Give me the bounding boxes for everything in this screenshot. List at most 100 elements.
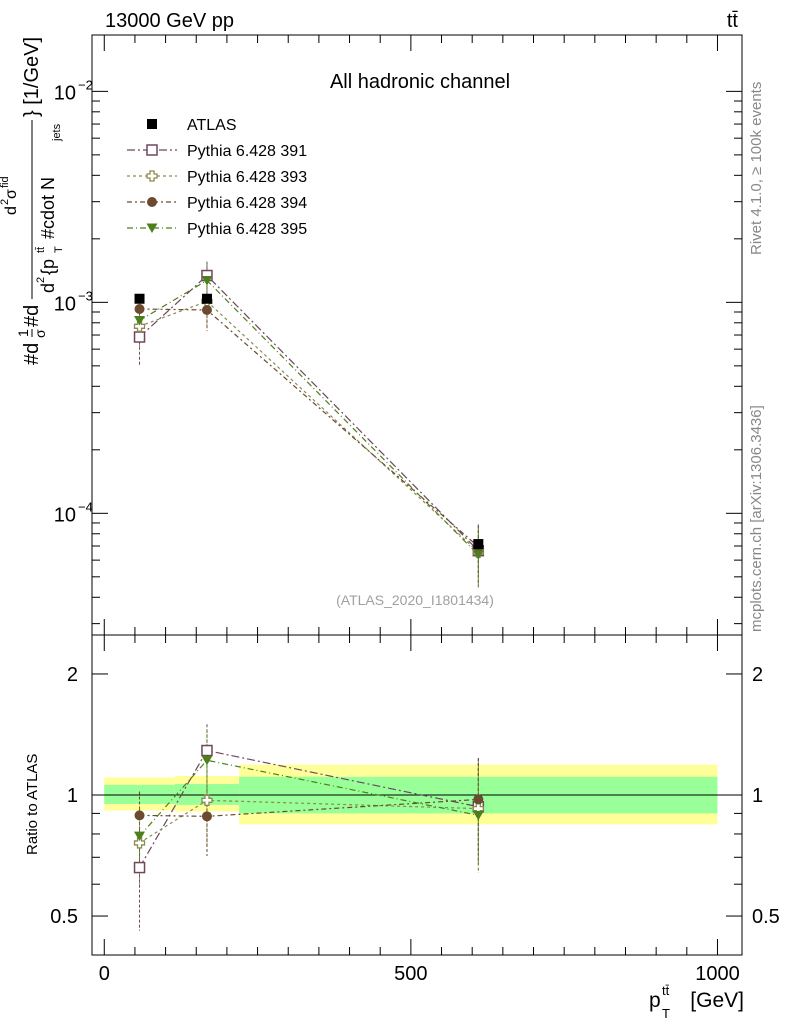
ratio-y-tick-label-1: 1 [67,785,78,807]
header-process-label: tt̄ [727,10,739,32]
ratio-point-0-1 [201,744,213,757]
main-y-axis-label: #d 1 σ #d d 2 σ fid d 2 {p tt̄ T #cdot N… [0,37,65,365]
ylabel-part-e: d [3,206,20,215]
ratio-panel: 0.5 0.5 1 1 2 2 0 500 1000 Ratio to ATLAS [24,634,780,985]
ylabel-part-m: #cdot N [38,177,58,239]
legend-marker-1 [146,144,158,156]
main-y-tick-exponent-0: −4 [78,499,93,514]
x-tick-label-0: 0 [99,963,110,985]
svg-text:jets: jets [51,123,63,142]
xlabel-p: p [649,989,661,1012]
ratio-y-tick-label-right-2: 2 [752,664,763,686]
ylabel-part-k: tt̄ [35,247,47,253]
ratio-y-tick-label-0: 0.5 [50,906,78,928]
xlabel-subscript: T [662,1006,670,1021]
main-y-tick-label-1: 10 [54,293,76,315]
svg-text:2: 2 [35,277,47,283]
main-point-1-0 [133,331,146,343]
ratio-point-1-1 [201,794,213,806]
svg-text:tt̄: tt̄ [35,247,47,253]
ylabel-part-f: σ [3,189,20,199]
svg-text:#cdot N: #cdot N [38,177,58,239]
rivet-version-label: Rivet 4.1.0, ≥ 100k events [748,82,765,255]
svg-text:} [1/GeV]: } [1/GeV] [21,37,43,117]
ylabel-part-a: #d [21,343,43,365]
svg-text:σ: σ [3,189,20,199]
ratio-y-tick-labels: 0.5 0.5 1 1 2 2 [50,664,780,928]
ylabel-part-d: #d [21,305,43,327]
legend: ATLAS Pythia 6.428 391 Pythia 6.428 393 Pyt… [127,117,307,238]
ratio-y-tick-label-right-1: 1 [752,785,763,807]
ratio-y-axis-label: Ratio to ATLAS [24,754,41,855]
legend-label-1: Pythia 6.428 391 [187,143,307,160]
x-tick-label-1: 500 [394,963,427,985]
ratio-point-2-0 [134,810,145,821]
ylabel-part-h: 2 [0,199,11,205]
ratio-error-bars [139,724,479,931]
legend-label-2: Pythia 6.428 393 [187,169,307,186]
chart-title: All hadronic channel [330,71,510,93]
main-point-0-0 [134,293,145,304]
main-point-4-0 [134,316,146,326]
ylabel-part-c: σ [32,329,48,338]
ratio-point-2-1 [201,811,212,822]
main-line-3 [139,308,479,548]
ratio-point-3-0 [134,831,146,842]
ratio-point-1-0 [133,837,146,849]
main-series-lines [139,274,479,556]
xlabel-superscript: tt̄ [662,983,670,998]
main-y-tick-label-0: 10 [54,504,76,526]
legend-label-0: ATLAS [187,117,237,134]
ratio-line-3 [139,759,479,837]
main-markers [133,269,485,560]
main-point-4-1 [201,275,213,286]
svg-text:d: d [38,283,58,293]
main-point-0-1 [201,293,212,304]
svg-text:2: 2 [0,199,11,205]
svg-text:d: d [3,206,20,215]
legend-marker-0 [147,119,157,129]
svg-text:fid: fid [0,176,11,188]
legend-marker-4 [146,223,158,233]
ratio-markers [133,744,485,874]
svg-text:#d: #d [21,343,43,365]
ratio-point-0-0 [133,861,146,874]
ylabel-part-j: {p [38,259,58,275]
legend-marker-3 [147,197,157,207]
ylabel-part-o: } [1/GeV] [21,37,43,117]
legend-label-3: Pythia 6.428 394 [187,195,307,212]
main-point-4-2 [472,550,484,560]
x-axis-label: p tt̄ T [GeV] [649,983,744,1021]
ylabel-part-g: fid [0,176,11,188]
ylabel-part-l: T [53,246,65,253]
legend-marker-2 [146,170,158,182]
main-panel: 10−410−310−2 All hadronic channel (ATLAS… [0,34,743,636]
ylabel-part-i: d [38,283,58,293]
ylabel-part-b: 1 [15,329,31,337]
ratio-point-2-2 [473,794,484,805]
main-error-bars [139,261,479,588]
analysis-watermark: (ATLAS_2020_I1801434) [336,592,494,608]
main-line-1 [139,274,479,552]
main-point-3-1 [201,304,212,315]
main-line-4 [139,279,479,556]
ratio-y-tick-label-2: 2 [67,664,78,686]
main-line-2 [139,300,479,553]
ratio-point-3-1 [201,755,213,766]
mcplots-reference-label: mcplots.cern.ch [arXiv:1306.3436] [748,405,765,632]
x-tick-label-2: 1000 [695,963,740,985]
ylabel-part-h2: 2 [35,277,47,283]
ratio-point-3-2 [472,810,484,821]
main-axis-ticks [92,35,742,635]
legend-label-4: Pythia 6.428 395 [187,221,307,238]
main-y-tick-exponent-1: −3 [78,288,93,303]
ylabel-part-n: jets [51,123,63,142]
main-point-3-0 [134,303,145,314]
x-tick-labels: 0 500 1000 [99,963,740,985]
ratio-y-tick-label-right-0: 0.5 [752,906,780,928]
svg-text:{p: {p [38,259,58,275]
xlabel-unit: [GeV] [690,989,744,1012]
main-point-2-0 [133,320,146,332]
main-y-tick-label-2: 10 [54,82,76,104]
